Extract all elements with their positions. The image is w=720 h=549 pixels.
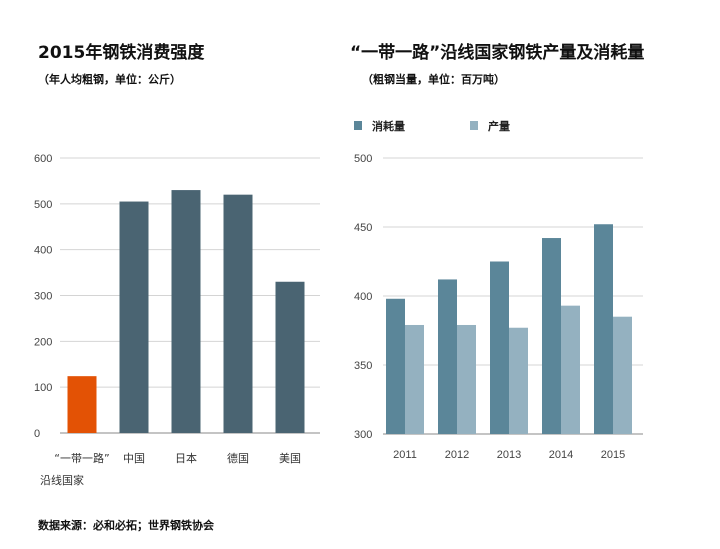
y-tick-label: 500 [34, 199, 52, 211]
right-chart-title: “一带一路”沿线国家钢铁产量及消耗量 [350, 43, 645, 63]
left-chart-title: 2015年钢铁消费强度 [38, 43, 205, 63]
y-tick-label: 100 [34, 382, 52, 394]
legend-label: 产量 [488, 119, 510, 133]
x-tick-label: 2014 [549, 449, 573, 461]
bar-production [509, 327, 528, 434]
x-tick-label: 2011 [393, 449, 417, 461]
bar-production [405, 324, 424, 434]
x-tick-label: 日本 [175, 451, 197, 465]
x-tick-label: 2015 [601, 449, 625, 461]
left-chart-subtitle: （年人均粗钢，单位：公斤） [38, 73, 181, 86]
x-tick-label: 德国 [227, 451, 249, 465]
y-tick-label: 200 [34, 336, 52, 348]
y-tick-label: 500 [354, 153, 372, 165]
bar-consumption [438, 279, 457, 434]
bar-production [457, 324, 476, 434]
x-tick-label: “一带一路” [54, 452, 109, 465]
bar-consumption [386, 298, 405, 434]
y-tick-label: 350 [354, 360, 372, 372]
y-tick-label: 0 [34, 428, 40, 440]
bar-consumption [490, 261, 509, 434]
bar [171, 190, 201, 433]
bar-production [561, 305, 580, 434]
bar-production [613, 316, 632, 434]
x-tick-label: 2012 [445, 449, 469, 461]
y-tick-label: 600 [34, 153, 52, 165]
bar [223, 194, 253, 433]
right-chart-subtitle: （粗钢当量，单位：百万吨） [362, 73, 505, 86]
bar-consumption [542, 238, 561, 434]
legend-swatch [470, 121, 478, 130]
y-tick-label: 400 [354, 291, 372, 303]
source-note: 数据来源：必和必拓；世界钢铁协会 [38, 519, 214, 532]
y-tick-label: 450 [354, 222, 372, 234]
y-tick-label: 300 [34, 291, 52, 303]
bar [67, 376, 97, 433]
bar [119, 201, 149, 433]
bar [275, 281, 305, 433]
x-tick-label: 2013 [497, 449, 521, 461]
x-tick-label-line2: 沿线国家 [40, 473, 84, 487]
y-tick-label: 300 [354, 429, 372, 441]
bar-consumption [594, 224, 613, 434]
x-tick-label: 中国 [123, 452, 145, 465]
x-tick-label: 美国 [279, 452, 301, 465]
legend-swatch [354, 121, 362, 130]
y-tick-label: 400 [34, 245, 52, 257]
legend-label: 消耗量 [372, 119, 405, 133]
